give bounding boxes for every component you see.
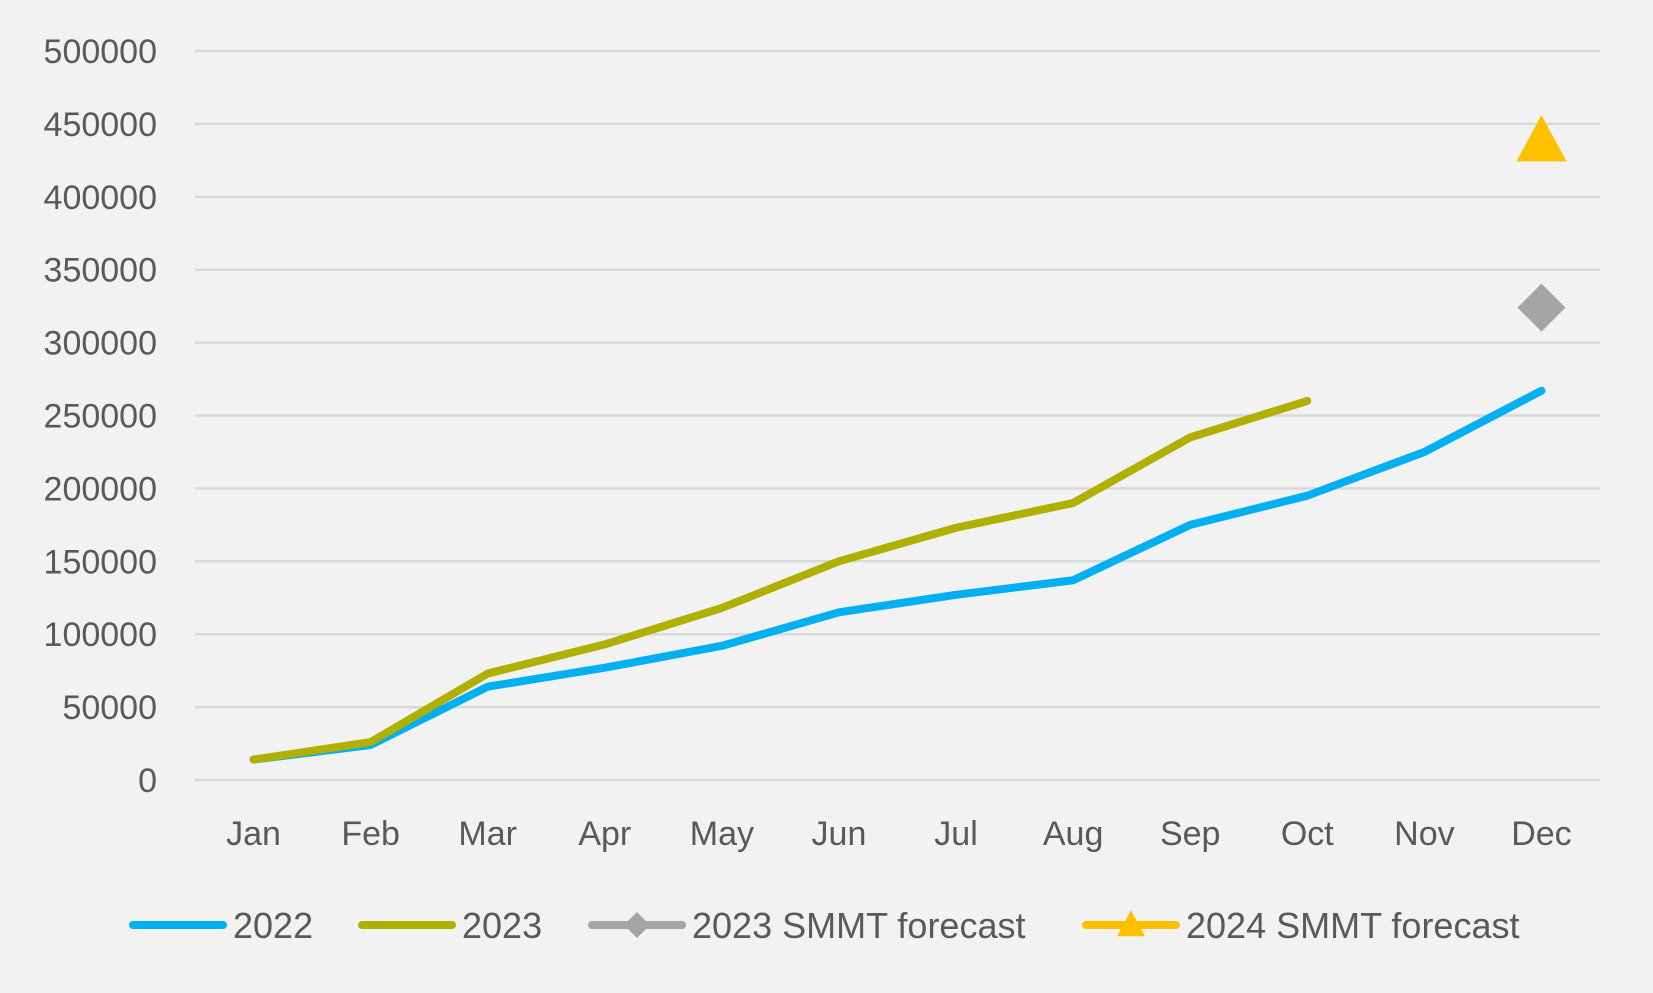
x-axis-tick-labels: Jan Feb Mar Apr May Jun Jul Aug Sep Oct Nov Dec (226, 815, 1572, 853)
legend-label: 2022 (233, 905, 313, 946)
series-line-2023 (249, 396, 1312, 764)
y-tick-label: 100000 (44, 616, 157, 654)
x-tick-label: Mar (458, 815, 517, 853)
legend-marker-2024-smmt-forecast (1117, 910, 1145, 937)
y-tick-label: 400000 (44, 179, 157, 217)
legend: 2022 2023 2023 SMMT forecast 2024 SMMT fore… (129, 905, 1519, 946)
x-tick-label: Aug (1043, 815, 1104, 853)
legend-label: 2024 SMMT forecast (1186, 905, 1519, 946)
data-point-2023-smmt-forecast (1517, 283, 1566, 332)
x-tick-label: Oct (1281, 815, 1334, 853)
series-2024-smmt-forecast (1516, 115, 1567, 162)
series-line-2022 (249, 386, 1546, 764)
y-tick-label: 150000 (44, 543, 157, 581)
y-tick-label: 50000 (62, 689, 157, 727)
series-2023 (249, 396, 1312, 764)
x-tick-label: Nov (1394, 815, 1454, 853)
legend-item-2022: 2022 (129, 905, 313, 946)
x-tick-label: Feb (341, 815, 400, 853)
y-tick-label: 500000 (44, 33, 157, 71)
y-tick-label: 350000 (44, 252, 157, 290)
y-tick-label: 450000 (44, 106, 157, 144)
x-tick-label: Jan (226, 815, 281, 853)
x-tick-label: Dec (1511, 815, 1571, 853)
data-point-2024-smmt-forecast (1516, 115, 1567, 162)
y-tick-label: 200000 (44, 470, 157, 508)
legend-item-2023-smmt-forecast: 2023 SMMT forecast (588, 905, 1025, 946)
y-axis-tick-labels: 0 50000 100000 150000 200000 250000 300000 3500… (44, 33, 157, 800)
y-tick-label: 300000 (44, 325, 157, 363)
gridlines (195, 49, 1600, 782)
series-2022 (249, 386, 1546, 764)
series-2023-smmt-forecast (1517, 283, 1566, 332)
legend-item-2023: 2023 (358, 905, 542, 946)
legend-label: 2023 (462, 905, 542, 946)
y-tick-label: 250000 (44, 398, 157, 436)
legend-item-2024-smmt-forecast: 2024 SMMT forecast (1082, 905, 1519, 946)
x-tick-label: Sep (1160, 815, 1221, 853)
x-tick-label: May (690, 815, 754, 853)
y-tick-label: 0 (138, 762, 157, 800)
legend-label: 2023 SMMT forecast (692, 905, 1025, 946)
x-tick-label: Jul (934, 815, 977, 853)
x-tick-label: Jun (812, 815, 867, 853)
x-tick-label: Apr (578, 815, 631, 853)
series-layer (249, 115, 1567, 764)
legend-marker-2023-smmt-forecast (624, 912, 650, 938)
